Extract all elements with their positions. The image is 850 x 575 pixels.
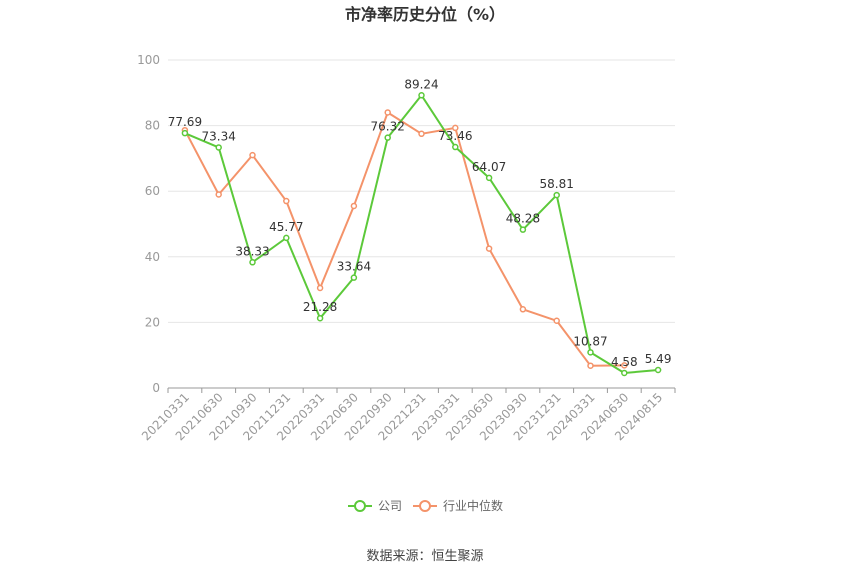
- data-point-0: [418, 92, 425, 99]
- series-group: [181, 92, 662, 377]
- data-label: 38.33: [235, 244, 269, 258]
- data-point-0: [519, 226, 527, 233]
- data-label: 76.32: [371, 120, 405, 134]
- chart-title: 市净率历史分位（%）: [345, 5, 505, 24]
- data-label: 73.34: [202, 129, 236, 143]
- y-tick-label: 0: [152, 381, 160, 395]
- data-label: 77.69: [168, 115, 202, 129]
- grid-lines: [168, 59, 675, 323]
- data-point-0: [181, 129, 189, 137]
- legend-label: 公司: [378, 499, 402, 513]
- data-point-0: [316, 314, 324, 322]
- legend-item-0: 公司: [348, 499, 402, 513]
- data-point-0: [215, 144, 222, 151]
- series-line-1: [184, 111, 625, 367]
- data-label: 10.87: [573, 334, 607, 348]
- data-label: 58.81: [540, 177, 574, 191]
- data-point-0: [621, 369, 628, 377]
- data-point-0: [553, 191, 560, 199]
- data-point-1: [621, 362, 628, 369]
- data-point-0: [249, 259, 256, 266]
- y-axis: 0 20 40 60 80 100: [137, 53, 160, 395]
- data-point-1: [316, 284, 324, 292]
- legend-marker: [354, 500, 366, 512]
- y-tick-label: 40: [145, 250, 160, 264]
- data-point-1: [485, 245, 493, 252]
- data-point-1: [553, 317, 560, 325]
- data-point-1: [249, 151, 256, 159]
- data-point-1: [418, 130, 425, 138]
- legend-label: 行业中位数: [443, 498, 503, 513]
- data-label: 33.64: [337, 260, 371, 274]
- y-tick-label: 60: [145, 184, 160, 198]
- data-label: 73.46: [438, 129, 472, 143]
- data-label: 5.49: [645, 352, 672, 366]
- y-tick-label: 20: [145, 315, 160, 329]
- data-point-1: [350, 202, 358, 210]
- data-point-1: [283, 197, 290, 205]
- data-point-0: [384, 134, 391, 141]
- data-point-1: [587, 362, 594, 369]
- data-label: 64.07: [472, 160, 506, 174]
- source-note: 数据来源：恒生聚源: [366, 549, 483, 564]
- data-point-0: [587, 349, 594, 356]
- y-tick-label: 100: [137, 53, 160, 67]
- data-point-1: [215, 191, 222, 198]
- data-point-1: [452, 124, 459, 132]
- data-label: 89.24: [404, 77, 438, 91]
- legend: 公司 行业中位数: [348, 498, 503, 513]
- data-point-1: [519, 306, 527, 313]
- y-tick-label: 80: [145, 119, 160, 133]
- data-label: 45.77: [269, 220, 303, 234]
- data-point-0: [485, 174, 493, 182]
- data-label: 21.28: [303, 300, 337, 314]
- legend-marker: [419, 500, 431, 512]
- legend-item-1: 行业中位数: [413, 498, 503, 513]
- data-point-0: [654, 366, 662, 374]
- data-label: 48.28: [506, 212, 540, 226]
- data-point-0: [283, 234, 290, 242]
- data-point-1: [384, 109, 391, 116]
- data-point-0: [452, 143, 459, 151]
- data-label: 4.58: [611, 355, 638, 369]
- data-point-0: [350, 274, 358, 281]
- x-axis: 2021033120210630202109302021123120220331…: [139, 387, 676, 443]
